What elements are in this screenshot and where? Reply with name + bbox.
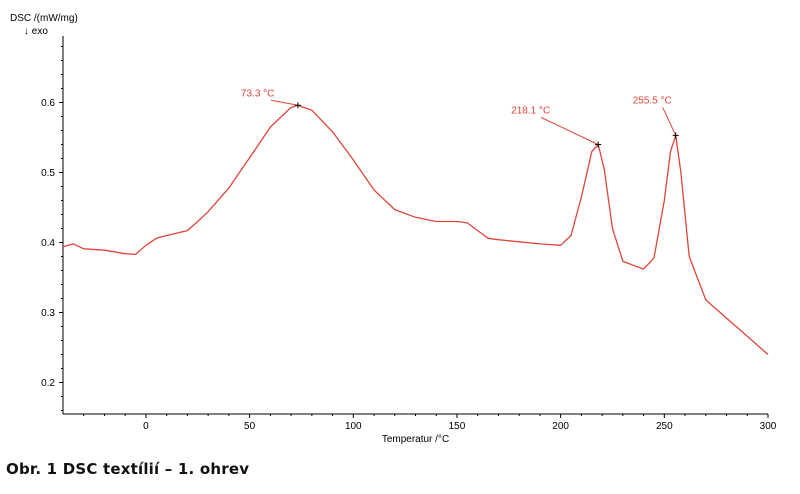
x-tick-label: 200	[552, 421, 569, 432]
y-tick-label: 0.2	[41, 378, 55, 389]
peak-label: 218.1 °C	[511, 106, 550, 117]
x-axis-title: Temperatur /°C	[382, 434, 449, 445]
dsc-curve-line	[62, 104, 769, 355]
x-tick-label: 100	[345, 421, 362, 432]
peak-annotations: 73.3 °C 218.1 °C 255.5 °C	[241, 88, 679, 148]
x-tick-label: 300	[760, 421, 777, 432]
y-axis-title: DSC /(mW/mg)	[10, 13, 78, 24]
x-tick-label: 0	[143, 421, 149, 432]
peak-label: 73.3 °C	[241, 88, 274, 99]
annotation-leader-line	[270, 99, 299, 106]
dsc-chart: DSC /(mW/mg) ↓ exo Temperatur /°C 0 50 100…	[10, 13, 777, 445]
x-tick-label: 250	[656, 421, 673, 432]
x-tick-label: 50	[244, 421, 256, 432]
y-tick-label: 0.5	[41, 168, 55, 179]
y-tick-label: 0.4	[41, 238, 55, 249]
y-tick-label: 0.6	[41, 98, 55, 109]
peak-label: 255.5 °C	[633, 95, 672, 106]
y-axis-exo-direction: ↓ exo	[24, 26, 48, 37]
y-tick-label: 0.3	[41, 308, 55, 319]
tick-group: 0 50 100 150 200 250 300 0.2 0.3 0.4 0.5 0.6	[41, 46, 777, 432]
annotation-leader-line	[540, 117, 599, 145]
figure-caption: Obr. 1 DSC textílií – 1. ohrev	[6, 460, 250, 478]
annotation-leader-line	[662, 107, 677, 136]
x-tick-label: 150	[449, 421, 466, 432]
